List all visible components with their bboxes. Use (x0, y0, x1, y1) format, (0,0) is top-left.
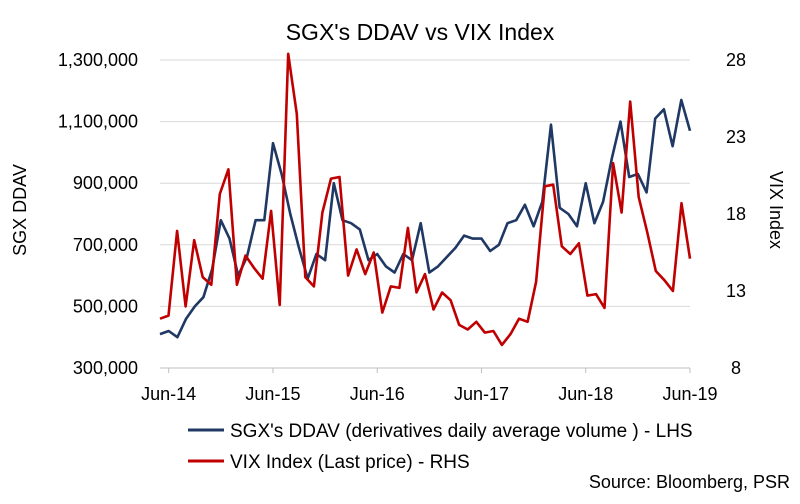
x-tick-label: Jun-18 (558, 384, 613, 404)
x-tick-label: Jun-17 (454, 384, 509, 404)
right-tick-label: 13 (726, 281, 746, 301)
right-axis-label: VIX Index (766, 171, 786, 249)
left-tick-label: 500,000 (73, 296, 138, 316)
series-lines (159, 52, 692, 347)
x-tick-label: Jun-15 (245, 384, 300, 404)
legend-label-vix: VIX Index (Last price) - RHS (230, 452, 470, 473)
legend: SGX's DDAV (derivatives daily average vo… (188, 421, 693, 473)
left-axis-tick-labels: 300,000 500,000 700,000 900,000 1,100,000 1,3… (58, 50, 138, 378)
x-tick-label: Jun-14 (141, 384, 196, 404)
legend-label-ddav: SGX's DDAV (derivatives daily average vo… (230, 421, 693, 442)
series-line-ddav (159, 98, 692, 339)
x-tick-label: Jun-16 (350, 384, 405, 404)
left-tick-label: 300,000 (73, 358, 138, 378)
right-tick-label: 8 (731, 358, 741, 378)
right-tick-label: 18 (726, 204, 746, 224)
left-tick-label: 1,100,000 (58, 112, 138, 132)
right-axis-tick-labels: 8 13 18 23 28 (726, 50, 746, 378)
left-tick-label: 900,000 (73, 173, 138, 193)
x-axis: Jun-14 Jun-15 Jun-16 Jun-17 Jun-18 Jun-19 (141, 367, 718, 404)
left-axis-label: SGX DDAV (10, 164, 30, 256)
right-tick-label: 23 (726, 127, 746, 147)
x-tick-label: Jun-19 (662, 384, 717, 404)
left-tick-label: 1,300,000 (58, 50, 138, 70)
series-line-vix (159, 52, 692, 347)
chart-title: SGX's DDAV vs VIX Index (286, 19, 555, 45)
source-note: Source: Bloomberg, PSR (589, 472, 790, 492)
right-tick-label: 28 (726, 50, 746, 70)
left-tick-label: 700,000 (73, 235, 138, 255)
